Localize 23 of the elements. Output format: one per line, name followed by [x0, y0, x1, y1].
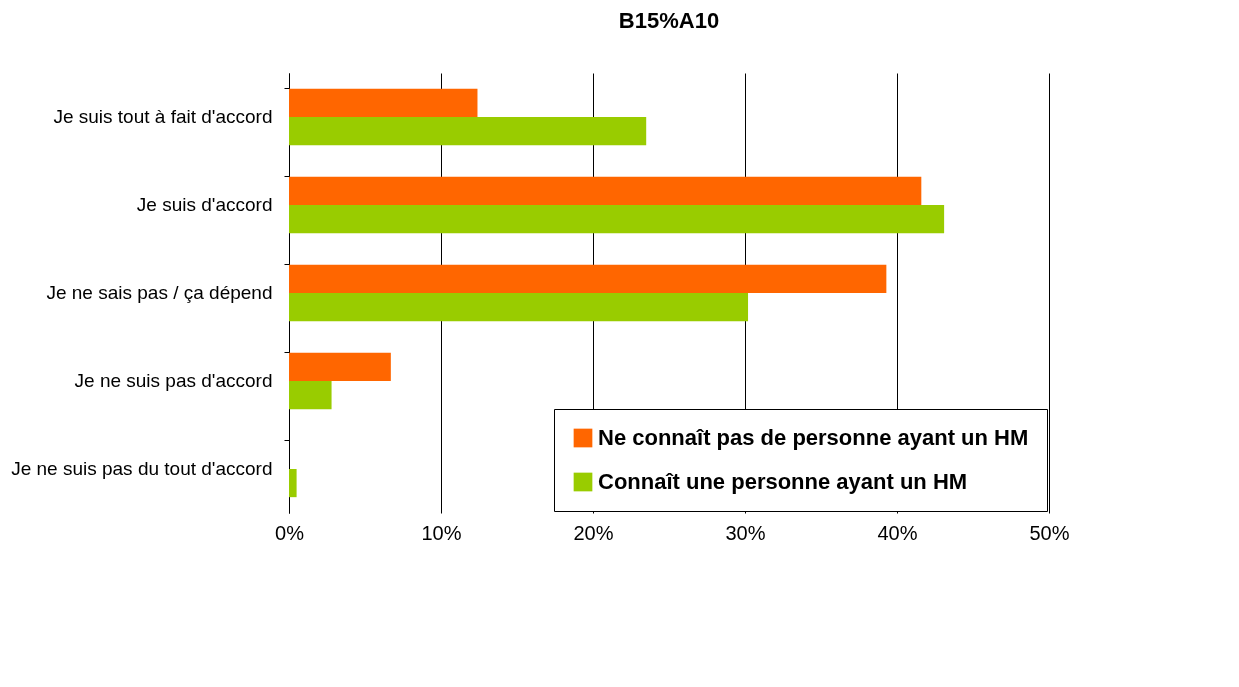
y-tick-label: Je suis tout à fait d'accord — [53, 106, 273, 127]
bar — [289, 117, 647, 146]
bar — [289, 264, 887, 293]
x-tick-label: 40% — [877, 521, 918, 544]
bar — [289, 293, 749, 322]
x-tick-label: 50% — [1029, 521, 1070, 544]
legend-label: Connaît une personne ayant un HM — [598, 469, 968, 494]
y-tick-label: Je ne suis pas d'accord — [74, 370, 273, 391]
legend-label: Ne connaît pas de personne ayant un HM — [598, 425, 1029, 450]
x-tick-label: 10% — [421, 521, 462, 544]
bar — [289, 352, 391, 381]
bar — [289, 381, 332, 410]
y-tick-label: Je suis d'accord — [136, 194, 273, 215]
y-tick-label: Je ne sais pas / ça dépend — [46, 282, 273, 303]
bar — [289, 176, 922, 205]
chart-title: B15%A10 — [618, 8, 720, 33]
bar — [289, 88, 478, 117]
x-tick-label: 20% — [573, 521, 614, 544]
x-tick-label: 0% — [275, 521, 305, 544]
bar — [289, 205, 945, 234]
y-tick-label: Je ne suis pas du tout d'accord — [11, 458, 273, 479]
bar — [289, 469, 297, 498]
x-tick-label: 30% — [725, 521, 766, 544]
